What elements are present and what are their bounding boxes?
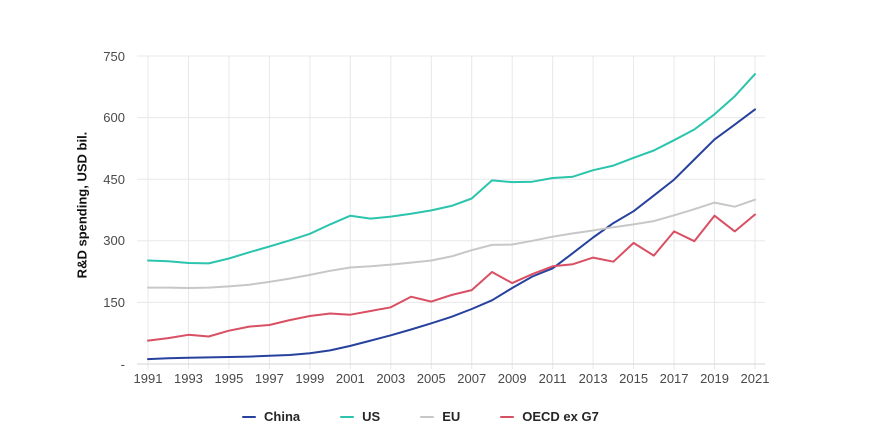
y-tick-label: 150 — [103, 294, 125, 310]
legend-swatch-icon — [420, 415, 435, 418]
y-tick-label: - — [120, 356, 125, 372]
series-line-oecd-ex-g7 — [147, 213, 756, 342]
legend-item-oecd-ex-g7: OECD ex G7 — [500, 409, 599, 424]
y-axis-title: R&D spending, USD bil. — [74, 131, 90, 279]
legend-label: OECD ex G7 — [522, 409, 599, 424]
x-tick-label: 2021 — [740, 371, 770, 386]
series-line-us — [147, 73, 756, 265]
x-tick-label: 1991 — [133, 371, 163, 386]
legend-swatch-icon — [242, 415, 256, 418]
series-line-china — [147, 108, 756, 361]
legend-label: EU — [442, 409, 461, 424]
x-tick-label: 1999 — [295, 371, 325, 386]
x-tick-label: 2019 — [700, 371, 729, 386]
legend-swatch-icon — [340, 415, 355, 418]
legend-label: China — [264, 409, 301, 424]
x-tick-label: 2001 — [335, 371, 365, 386]
x-tick-label: 2003 — [376, 371, 406, 386]
legend: China US EU OECD ex G7 — [242, 409, 599, 424]
x-tick-label: 2009 — [497, 371, 527, 386]
x-tick-label: 1993 — [173, 371, 203, 386]
series-line-eu — [147, 198, 756, 289]
x-tick-label: 1997 — [254, 371, 284, 386]
y-tick-label: 750 — [103, 48, 125, 64]
y-tick-label: 300 — [103, 233, 125, 249]
y-tick-label: 600 — [103, 110, 125, 126]
legend-item-eu: EU — [420, 409, 460, 424]
legend-label: US — [362, 409, 381, 424]
legend-item-us: US — [340, 409, 380, 424]
x-tick-label: 2017 — [659, 371, 689, 386]
x-tick-label: 2011 — [538, 371, 567, 386]
y-tick-label: 450 — [103, 171, 125, 187]
x-tick-label: 2013 — [578, 371, 608, 386]
x-tick-label: 1995 — [214, 371, 244, 386]
x-tick-label: 2015 — [619, 371, 649, 386]
x-tick-label: 2007 — [457, 371, 487, 386]
x-tick-label: 2005 — [416, 371, 446, 386]
legend-item-china: China — [242, 409, 300, 424]
legend-swatch-icon — [500, 415, 515, 418]
